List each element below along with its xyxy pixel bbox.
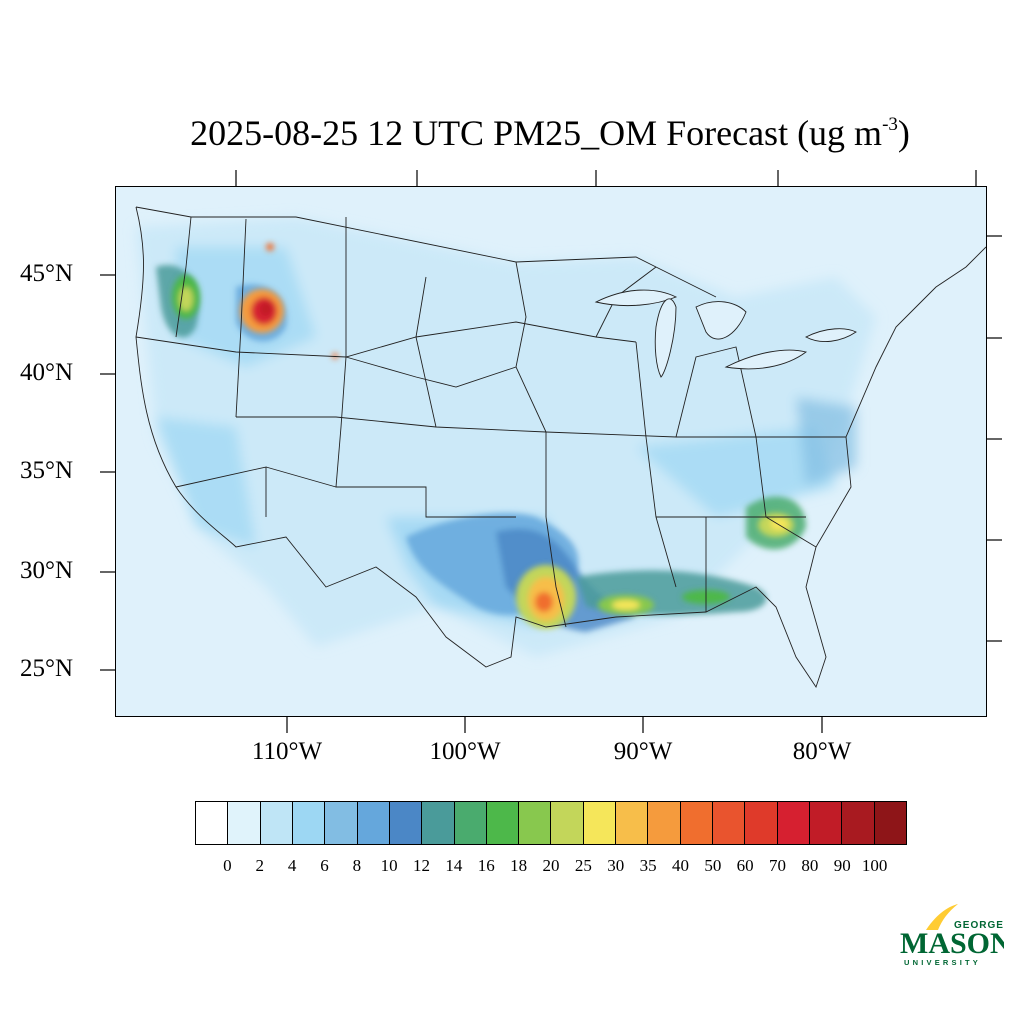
colorbar-cell (809, 802, 843, 844)
colorbar-tick-label: 16 (477, 856, 495, 875)
lat-label-40: 40°N (20, 359, 74, 386)
colorbar-cell (486, 802, 520, 844)
map-svg (116, 187, 986, 716)
colorbar-cell (874, 802, 906, 844)
colorbar-cell (422, 802, 455, 844)
lat-label-30: 30°N (20, 557, 74, 584)
colorbar-tick-label: 12 (413, 856, 431, 875)
colorbar-tick-label: 20 (542, 856, 560, 875)
colorbar-tick-label: 80 (801, 856, 819, 875)
colorbar-cell (551, 802, 584, 844)
colorbar-cell (357, 802, 390, 844)
lon-label-100w: 100°W (429, 738, 501, 765)
title-close: ) (897, 113, 910, 153)
colorbar-tick-label: 8 (352, 856, 362, 875)
logo-swoosh (926, 904, 958, 930)
great-lakes (594, 289, 857, 378)
colorbar (195, 801, 907, 845)
colorbar-tick-label: 90 (833, 856, 851, 875)
colorbar-tick-label: 2 (255, 856, 264, 875)
colorbar-cell (292, 802, 326, 844)
colorbar-cell (842, 802, 875, 844)
colorbar-tick-label: 35 (639, 856, 657, 875)
lat-label-45: 45°N (20, 260, 74, 287)
colorbar-cell (713, 802, 746, 844)
colorbar-cell (648, 802, 681, 844)
colorbar-tick-label: 14 (445, 856, 463, 875)
title-text: 2025-08-25 12 UTC PM25_OM Forecast (ug m (190, 113, 883, 153)
colorbar-labels: 0 2 4 6 8 10 12 14 16 18 20 25 30 35 40 50 60 70 80 90 100 (0, 856, 1024, 880)
gmu-logo: GEORGE MASON UNIVERSITY (898, 902, 1012, 968)
colorbar-cell (519, 802, 552, 844)
colorbar-cell (745, 802, 778, 844)
colorbar-tick-label: 40 (671, 856, 689, 875)
map-title: 2025-08-25 12 UTC PM25_OM Forecast (ug m… (0, 112, 1024, 154)
gmu-logo-svg: GEORGE MASON UNIVERSITY (900, 904, 1012, 967)
lon-label-80w: 80°W (792, 738, 852, 765)
colorbar-tick-label: 10 (380, 856, 398, 875)
low-concentration-field (136, 217, 876, 657)
colorbar-tick-label: 6 (320, 856, 329, 875)
colorbar-cell (228, 802, 261, 844)
logo-line1: GEORGE (954, 920, 1004, 931)
colorbar-cell (389, 802, 423, 844)
colorbar-cell (454, 802, 487, 844)
colorbar-tick-label: 100 (861, 856, 888, 875)
lat-label-35: 35°N (20, 457, 74, 484)
colorbar-cell (196, 802, 229, 844)
forecast-map (115, 186, 987, 717)
colorbar-cell (680, 802, 713, 844)
colorbar-tick-label: 18 (510, 856, 528, 875)
colorbar-cell (583, 802, 617, 844)
logo-line3: UNIVERSITY (904, 958, 981, 967)
colorbar-tick-label: 70 (769, 856, 787, 875)
colorbar-tick-label: 50 (704, 856, 722, 875)
colorbar-cell (777, 802, 810, 844)
colorbar-tick-label: 60 (736, 856, 754, 875)
colorbar-tick-label: 0 (223, 856, 232, 875)
colorbar-cell (616, 802, 649, 844)
title-superscript: -3 (882, 114, 898, 135)
colorbar-tick-label: 4 (287, 856, 297, 875)
lon-label-110w: 110°W (251, 738, 323, 765)
logo-line2: MASON (900, 927, 1004, 960)
colorbar-cell (260, 802, 293, 844)
colorbar-cell (325, 802, 358, 844)
colorbar-tick-label: 30 (607, 856, 625, 875)
lon-label-90w: 90°W (613, 738, 673, 765)
lat-label-25: 25°N (20, 655, 74, 682)
colorbar-tick-label: 25 (574, 856, 592, 875)
